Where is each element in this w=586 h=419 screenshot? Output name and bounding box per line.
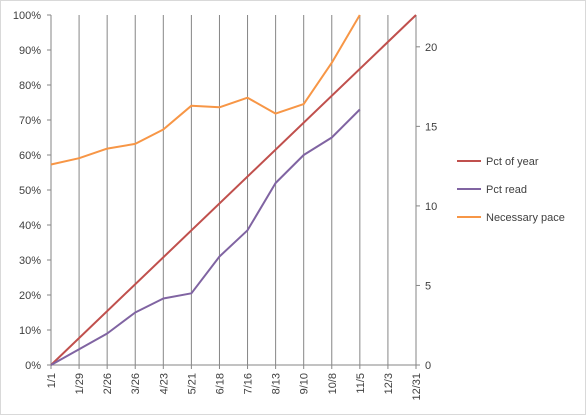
right-tick-label: 5 (425, 280, 431, 292)
legend-label-1: Pct read (486, 184, 527, 196)
x-tick-label: 1/29 (74, 373, 86, 394)
x-tick-label: 6/18 (214, 373, 226, 394)
left-tick-label: 80% (19, 80, 41, 92)
left-tick-label: 60% (19, 150, 41, 162)
x-tick-label: 9/10 (299, 373, 311, 394)
series-line-2 (50, 14, 361, 166)
x-tick-label: 1/1 (46, 373, 58, 388)
left-tick-label: 100% (13, 10, 41, 22)
x-tick-label: 2/26 (102, 373, 114, 394)
left-tick-label: 40% (19, 220, 41, 232)
x-tick-label: 4/23 (158, 373, 170, 394)
x-tick-label: 3/26 (130, 373, 142, 394)
right-tick-label: 20 (425, 42, 437, 54)
legend-label-0: Pct of year (486, 156, 539, 168)
x-tick-label: 12/3 (383, 373, 395, 394)
left-tick-label: 0% (25, 360, 41, 372)
right-tick-label: 15 (425, 121, 437, 133)
right-tick-label: 0 (425, 360, 431, 372)
x-tick-label: 10/8 (327, 373, 339, 394)
series-line-0 (50, 14, 417, 366)
left-axis-tick-labels: 0% 10% 20% 30% 40% 50% 60% 70% 80% 90% 100% (13, 10, 41, 372)
legend-label-2: Necessary pace (486, 212, 565, 224)
left-tick-label: 30% (19, 255, 41, 267)
left-tick-label: 70% (19, 115, 41, 127)
left-tick-label: 20% (19, 290, 41, 302)
x-tick-label: 11/5 (355, 373, 367, 394)
left-tick-label: 90% (19, 45, 41, 57)
legend: Pct of year Pct read Necessary pace (457, 156, 565, 224)
x-tick-label: 8/13 (271, 373, 283, 394)
left-tick-label: 50% (19, 185, 41, 197)
series-lines (50, 14, 417, 366)
x-tick-label: 7/16 (243, 373, 255, 394)
x-tick-label: 12/31 (411, 373, 423, 401)
right-axis-tick-labels: 0 5 10 15 20 (425, 42, 437, 372)
axes (47, 14, 420, 369)
right-tick-label: 10 (425, 201, 437, 213)
x-tick-label: 5/21 (186, 373, 198, 394)
left-tick-label: 10% (19, 325, 41, 337)
series-line-1 (50, 108, 361, 366)
x-axis-tick-labels: 1/1 1/29 2/26 3/26 4/23 5/21 6/18 7/16 8/13 9/10 1… (46, 373, 423, 401)
